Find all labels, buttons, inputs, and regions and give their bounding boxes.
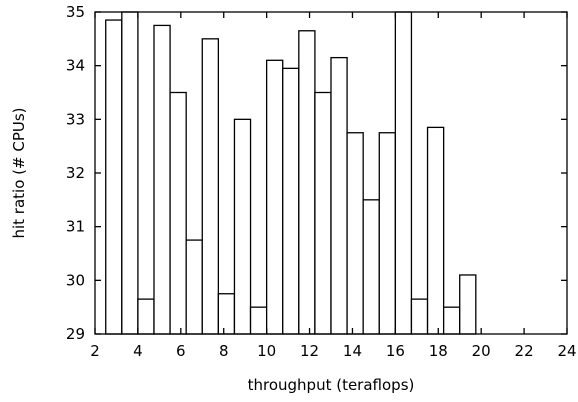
x-tick-label-20: 20	[472, 342, 491, 360]
bar-17	[362, 199, 380, 335]
bar-2	[121, 11, 139, 335]
x-tick-label-16: 16	[386, 342, 405, 360]
bars-group	[105, 11, 477, 335]
x-tick-label-14: 14	[343, 342, 362, 360]
bar-20	[410, 298, 429, 335]
bar-4	[153, 24, 171, 335]
x-tick-label-2: 2	[90, 342, 100, 360]
x-tick-label-18: 18	[429, 342, 448, 360]
x-tick-label-4: 4	[133, 342, 143, 360]
bar-21	[426, 126, 445, 335]
bar-22	[442, 306, 461, 335]
bar-9	[233, 118, 252, 335]
bar-14	[314, 91, 332, 335]
bar-13	[298, 30, 316, 335]
plot-frame	[94, 11, 568, 335]
x-axis-label: throughput (teraflops)	[248, 376, 415, 394]
x-tick-label-22: 22	[515, 342, 534, 360]
bar-11	[265, 59, 284, 335]
bar-6	[185, 239, 203, 335]
x-tick-label-10: 10	[257, 342, 276, 360]
bar-5	[169, 91, 187, 335]
y-tick-label-31: 31	[66, 218, 85, 236]
bar-18	[378, 132, 397, 335]
x-tick-label-6: 6	[176, 342, 186, 360]
bar-12	[282, 67, 300, 335]
bar-8	[217, 293, 236, 335]
x-tick-label-12: 12	[300, 342, 319, 360]
y-tick-label-29: 29	[66, 325, 85, 343]
bar-19	[394, 11, 413, 335]
bar-1	[105, 19, 123, 335]
bar-15	[330, 56, 348, 335]
y-tick-label-34: 34	[66, 57, 85, 75]
y-axis-label: hit ratio (# CPUs)	[10, 107, 28, 238]
y-tick-label-32: 32	[66, 164, 85, 182]
bar-10	[249, 306, 268, 335]
y-tick-label-33: 33	[66, 110, 85, 128]
bar-7	[201, 38, 220, 335]
x-tick-label-8: 8	[219, 342, 229, 360]
bar-23	[459, 274, 477, 335]
bar-3	[137, 298, 155, 335]
x-tick-label-24: 24	[557, 342, 576, 360]
y-tick-label-30: 30	[66, 271, 85, 289]
y-tick-label-35: 35	[66, 3, 85, 21]
bar-16	[346, 132, 364, 335]
